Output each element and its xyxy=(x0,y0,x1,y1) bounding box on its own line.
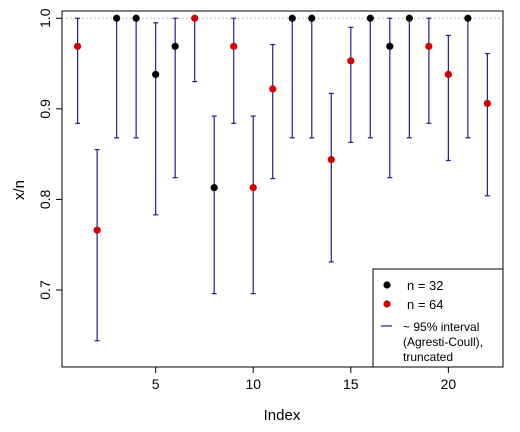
data-points xyxy=(74,14,491,234)
plot-frame xyxy=(61,10,504,368)
data-point-n32 xyxy=(113,14,121,22)
data-point-n32 xyxy=(386,42,394,50)
data-point-n32 xyxy=(405,14,413,22)
data-point-n64 xyxy=(191,14,199,22)
data-point-n32 xyxy=(308,14,316,22)
y-axis: 0.7 0.8 0.9 1.0 xyxy=(37,8,62,300)
legend-box xyxy=(372,268,504,368)
legend-n64-marker xyxy=(383,300,391,308)
x-tick-label: 15 xyxy=(343,376,359,392)
data-point-n32 xyxy=(132,14,140,22)
y-tick-label: 1.0 xyxy=(37,8,53,28)
x-axis: 5 10 15 20 xyxy=(152,367,457,392)
data-point-n64 xyxy=(444,70,452,79)
legend-n32-label: n = 32 xyxy=(407,278,444,293)
y-axis-label: x/n xyxy=(11,180,28,200)
legend-interval-label-line-2: (Agresti-Coull), xyxy=(403,335,483,349)
data-point-n64 xyxy=(249,184,257,192)
legend-n32-marker xyxy=(383,281,391,289)
legend-interval-label-line-3: truncated xyxy=(403,350,453,364)
interval-bars xyxy=(75,17,490,342)
data-point-n64 xyxy=(74,42,82,50)
y-tick-label: 0.7 xyxy=(37,280,53,300)
data-point-n64 xyxy=(269,85,277,93)
y-tick-label: 0.9 xyxy=(37,99,53,119)
x-tick-label: 10 xyxy=(245,376,261,392)
data-point-n64 xyxy=(230,42,238,50)
data-point-n64 xyxy=(425,42,433,50)
legend-interval-label-line-1: ~ 95% interval xyxy=(403,320,479,334)
data-point-n32 xyxy=(152,70,160,79)
legend-n64-label: n = 64 xyxy=(407,297,444,312)
data-point-n64 xyxy=(327,155,335,164)
data-point-n64 xyxy=(483,99,491,107)
legend: n = 32 n = 64 ~ 95% interval (Agresti-Co… xyxy=(372,268,504,368)
data-point-n32 xyxy=(288,14,296,22)
data-point-n64 xyxy=(347,57,355,65)
data-point-n32 xyxy=(366,14,374,22)
x-tick-label: 20 xyxy=(441,376,457,392)
data-point-n32 xyxy=(171,42,179,50)
x-axis-label: Index xyxy=(264,407,301,424)
x-tick-label: 5 xyxy=(152,376,160,392)
data-point-n32 xyxy=(210,184,218,192)
y-tick-label: 0.8 xyxy=(37,189,53,209)
data-point-n32 xyxy=(464,14,472,22)
data-point-n64 xyxy=(93,226,101,234)
